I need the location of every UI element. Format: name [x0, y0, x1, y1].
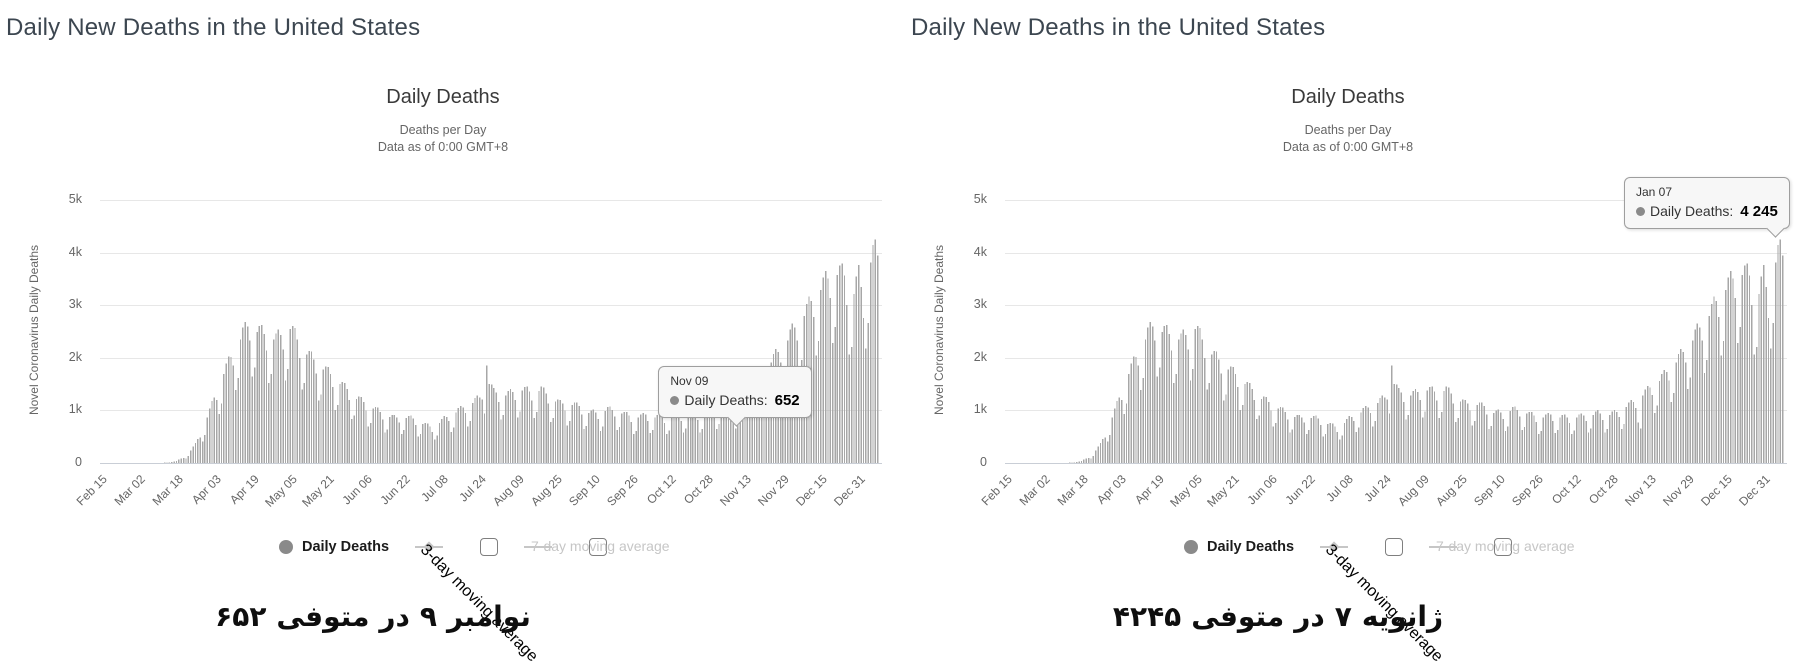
tooltip-series-label: Daily Deaths: [1650, 203, 1734, 220]
caption-word: ۴۲۴۵ [1112, 600, 1182, 633]
legend: Daily Deaths 3-day moving average 7-day mo… [965, 538, 1731, 666]
gridline [1005, 200, 1787, 201]
y-tick-label: 2k [68, 349, 82, 364]
legend-checkbox-3-day[interactable] [480, 538, 499, 556]
daily-deaths-bars[interactable] [1005, 195, 1787, 468]
gridline [100, 357, 882, 359]
series-dot-icon [670, 395, 680, 405]
legend-item-daily-deaths[interactable]: Daily Deaths [278, 539, 390, 555]
circle-marker-icon [1183, 540, 1198, 554]
legend-item-7-day-moving-average[interactable]: 7-day moving average [1429, 538, 1575, 554]
tooltip-value: 4 245 [1740, 202, 1778, 220]
caption-word: نوامبر [447, 600, 531, 633]
diamond-marker-icon: 3-day moving average [1320, 541, 1446, 666]
gridline [1005, 305, 1787, 307]
y-tick-label: 5k [68, 192, 82, 206]
gridline [1005, 357, 1787, 359]
y-tick-label: 2k [973, 349, 987, 364]
caption-word: ۶۵۲ [215, 600, 267, 633]
series-dot-icon [1636, 206, 1645, 216]
legend-item-3-day-moving-average[interactable]: 3-day moving average [415, 540, 541, 666]
legend-label: Daily Deaths [301, 539, 390, 555]
legend-label: Daily Deaths [1206, 539, 1295, 555]
daily-deaths-bars[interactable] [100, 195, 882, 468]
y-tick-label: 4k [973, 244, 987, 259]
legend-item-daily-deaths[interactable]: Daily Deaths [1183, 539, 1295, 555]
chart-subtitle: Data as of 0:00 GMT+8 [377, 140, 509, 154]
caption-word: متوفی [1191, 600, 1285, 633]
chart-title: Daily Deaths [386, 86, 500, 108]
y-axis-title: Novel Coronavirus Daily Deaths [27, 244, 41, 416]
tooltip-series-label: Daily Deaths: [684, 392, 768, 409]
y-tick-label: 1k [973, 402, 987, 417]
y-tick-label: 5k [973, 192, 987, 206]
y-axis-title: Novel Coronavirus Daily Deaths [932, 244, 946, 416]
tooltip-date: Nov 09 [670, 373, 709, 388]
legend-checkbox-7-day[interactable] [1494, 538, 1513, 556]
tooltip: Jan 07 Daily Deaths: 4 245 [1624, 176, 1790, 238]
caption-word: ۹ [419, 600, 437, 633]
caption-persian: ۴۲۴۵ متوفی در ۷ ژانویه [905, 600, 1651, 633]
chart-title: Daily Deaths [1291, 86, 1405, 108]
diamond-marker-icon: 3-day moving average [415, 541, 541, 666]
caption-word: در [379, 600, 410, 633]
x-axis-line [1005, 463, 1787, 464]
gridline [100, 252, 882, 254]
chart-panel-right: Daily New Deaths in the United States Da… [905, 0, 1801, 671]
chart-panel-left: Daily New Deaths in the United States Da… [0, 0, 896, 671]
gridline [1005, 252, 1787, 254]
page-title: Daily New Deaths in the United States [6, 14, 421, 41]
legend-checkbox-3-day[interactable] [1385, 538, 1404, 556]
legend-checkbox-7-day[interactable] [589, 538, 608, 556]
y-tick-label: 3k [68, 297, 82, 312]
tooltip: Nov 09 Daily Deaths: 652 [658, 365, 812, 427]
y-tick-label: 3k [973, 297, 987, 312]
legend: Daily Deaths 3-day moving average 7-day mo… [60, 538, 826, 666]
y-tick-label: 1k [68, 402, 82, 417]
caption-persian: ۶۵۲ متوفی در ۹ نوامبر [0, 600, 746, 633]
chart-subtitle: Deaths per Day [1304, 123, 1392, 137]
tooltip-date: Jan 07 [1636, 184, 1673, 199]
circle-marker-icon [278, 540, 293, 554]
chart-subtitle: Data as of 0:00 GMT+8 [1282, 140, 1414, 154]
caption-word: ژانویه [1361, 600, 1444, 633]
y-tick-label: 4k [68, 244, 82, 259]
chart-subtitle: Deaths per Day [399, 123, 487, 137]
legend-item-7-day-moving-average[interactable]: 7-day moving average [524, 538, 670, 554]
gridline [100, 305, 882, 307]
legend-item-3-day-moving-average[interactable]: 3-day moving average [1320, 540, 1446, 666]
tooltip-value: 652 [774, 391, 800, 409]
caption-word: ۷ [1334, 600, 1352, 633]
caption-word: در [1294, 600, 1325, 633]
x-axis-line [100, 463, 882, 464]
star-marker-icon: 7-day moving average [524, 538, 670, 554]
caption-word: متوفی [276, 600, 370, 633]
star-marker-icon: 7-day moving average [1429, 538, 1575, 554]
y-tick-label: 0 [75, 455, 82, 469]
y-tick-label: 0 [980, 455, 987, 469]
page-title: Daily New Deaths in the United States [911, 14, 1326, 41]
gridline [100, 200, 882, 201]
